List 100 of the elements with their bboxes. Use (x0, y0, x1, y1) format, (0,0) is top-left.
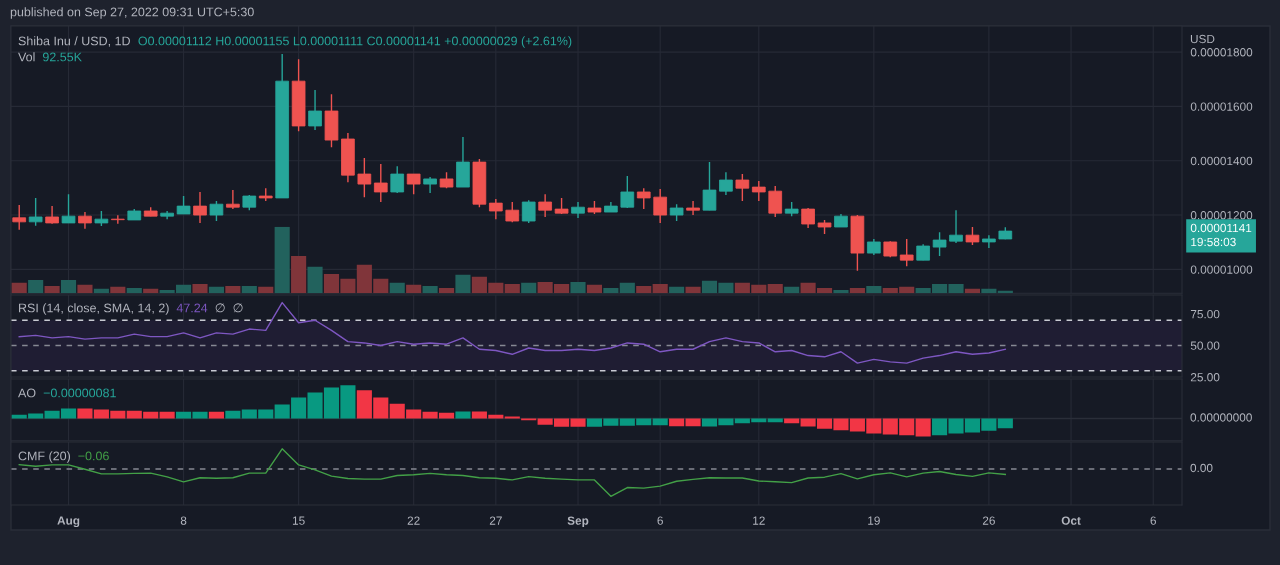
x-tick-label: 12 (753, 516, 765, 525)
annotation: −0.00000081 (43, 388, 116, 398)
chart-title: CMF (20) (18, 451, 70, 463)
candlestick (932, 231, 947, 257)
bar (603, 287, 619, 294)
x-tick-label: Oct (1061, 516, 1081, 525)
x-tick-label: 6 (1150, 516, 1156, 525)
bar (455, 274, 471, 294)
candlestick (61, 193, 76, 224)
bar (225, 410, 241, 419)
candlestick (489, 198, 503, 220)
candlestick (357, 157, 372, 198)
annotation: ∅ (215, 303, 225, 313)
bar (422, 285, 438, 294)
bar (126, 287, 142, 294)
ref-line-label: 0.00 (1190, 463, 1213, 473)
annotation: ∅ (233, 303, 243, 313)
annotation: 47.24 (176, 303, 208, 313)
annotation: −0.06 (78, 451, 109, 461)
bar (438, 287, 455, 294)
bar (159, 411, 175, 419)
ref-line-label: 0.00000000 (1190, 413, 1252, 422)
candlestick (28, 197, 43, 227)
chart-title: AO (18, 388, 36, 398)
candlestick (226, 189, 240, 210)
bar (636, 285, 652, 294)
candlestick (209, 200, 224, 222)
x-tick-label: 6 (657, 516, 663, 525)
candlestick (538, 193, 552, 218)
bar (570, 281, 586, 294)
candlestick (801, 207, 815, 229)
bar (455, 411, 471, 419)
chart-title: Vol (18, 52, 35, 62)
bar (997, 418, 1013, 429)
candlestick (949, 209, 963, 244)
y-axis-title: USD (1190, 34, 1215, 44)
bar (192, 283, 208, 294)
candlestick (653, 188, 668, 224)
candlestick (735, 173, 750, 202)
candlestick (702, 161, 717, 211)
bar (389, 282, 405, 294)
y-tick-label: 25.00 (1190, 373, 1220, 382)
bar (504, 416, 520, 419)
x-tick-label: 22 (407, 516, 420, 525)
y-tick-label: 0.00001000 (1190, 265, 1253, 274)
x-tick-label: 15 (292, 516, 305, 525)
bar (44, 285, 60, 294)
text: RSI (14, close, SMA, 14, 2) (19, 303, 169, 315)
bar (291, 256, 307, 294)
bar (586, 284, 603, 294)
bar (241, 285, 257, 294)
candlestick (751, 180, 766, 202)
text: 0.00001141 19:58:03 (1190, 223, 1252, 247)
text: Shiba Inu / USD, 1D (18, 36, 130, 47)
bar (915, 418, 931, 437)
y-tick-label: 0.00001800 (1190, 48, 1253, 57)
bar (307, 266, 323, 294)
bar (225, 285, 241, 294)
candlestick (719, 171, 733, 196)
chart-subtitle: published on Sep 27, 2022 09:31 UTC+5:30 (10, 7, 254, 19)
y-tick-label: 50.00 (1190, 341, 1220, 350)
candlestick (373, 163, 388, 203)
bar (28, 279, 44, 294)
y-tick-label: 0.00001600 (1190, 102, 1253, 111)
candlestick (111, 214, 125, 225)
candlestick (620, 175, 635, 209)
candlestick (686, 200, 700, 216)
x-tick-label: 26 (982, 516, 995, 525)
candlestick (521, 199, 536, 224)
bar (652, 283, 668, 294)
x-tick-label: 19 (868, 516, 880, 525)
y-tick-label: 0.00001400 (1190, 156, 1253, 166)
bar (866, 285, 882, 294)
x-tick-label: Sep (567, 516, 589, 528)
y-tick-label: 0.00001200 (1190, 211, 1253, 220)
bar (849, 287, 865, 294)
bar (504, 283, 520, 294)
candlestick (636, 187, 651, 210)
x-tick-label: 8 (180, 516, 187, 525)
candlestick (12, 204, 27, 231)
bar (77, 284, 93, 294)
bar (685, 286, 701, 294)
candlestick (406, 173, 421, 195)
candlestick (390, 165, 405, 194)
annotation: 92.55K (42, 52, 82, 62)
bar (11, 282, 27, 294)
x-tick-label: Aug (57, 516, 80, 528)
bar (521, 282, 537, 294)
y-tick-label: 75.00 (1190, 309, 1220, 319)
candlestick (193, 191, 207, 224)
bar (60, 279, 77, 294)
bar (619, 282, 635, 294)
candlestick (308, 89, 322, 131)
bar (833, 289, 849, 294)
bar (406, 284, 422, 294)
line-series (18, 301, 1007, 364)
bar (767, 283, 783, 294)
bar (274, 226, 290, 294)
candlestick (768, 185, 783, 218)
x-tick-label: 27 (489, 516, 502, 525)
